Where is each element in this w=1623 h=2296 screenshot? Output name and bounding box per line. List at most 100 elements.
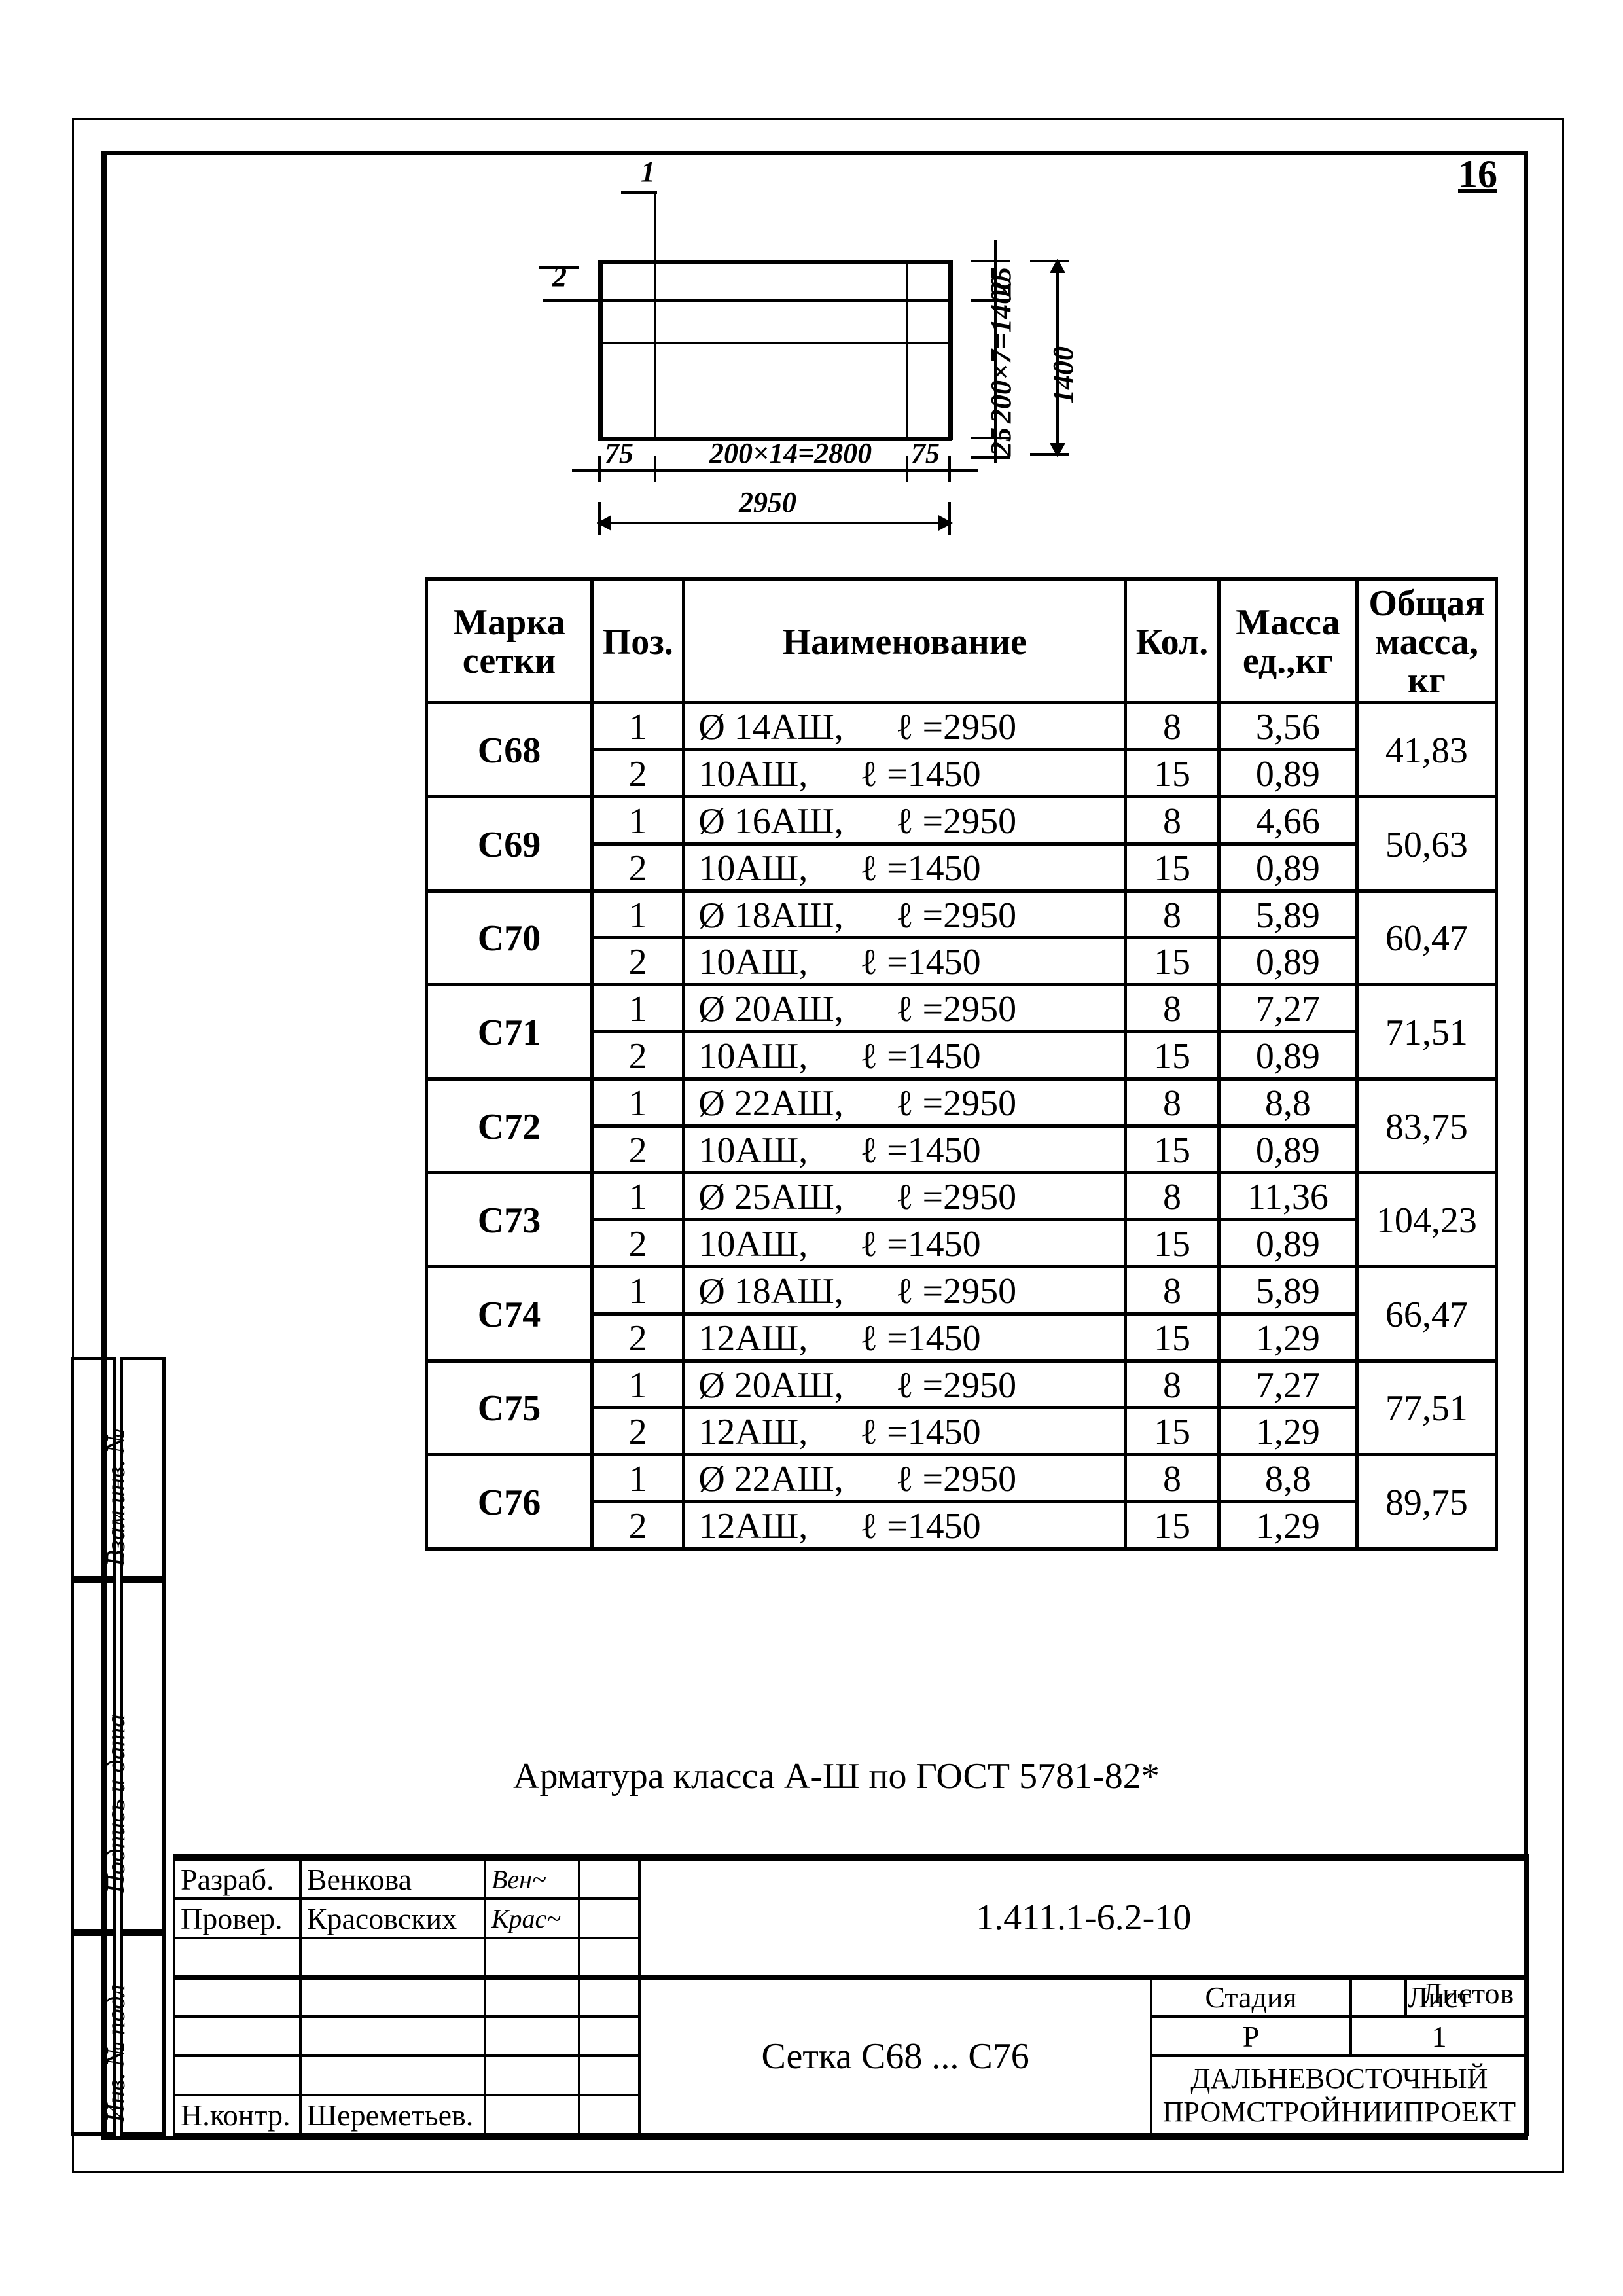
cell-kol: 15 <box>1126 750 1219 797</box>
cell-mass-unit: 8,8 <box>1219 1455 1357 1502</box>
doc-code: 1.411.1-6.2-10 <box>639 1859 1527 1977</box>
side-inv: Инв. № подл <box>100 1984 131 2123</box>
diagram-bar1-label: 1 <box>641 155 655 188</box>
sheets-value: 1 <box>1351 2017 1527 2056</box>
cell-kol: 15 <box>1126 938 1219 985</box>
cell-mass-unit: 11,36 <box>1219 1173 1357 1220</box>
cell-mass-unit: 5,89 <box>1219 1266 1357 1314</box>
cell-mark: C70 <box>427 891 592 985</box>
table-row: C681Ø 14АШ,ℓ =295083,5641,83 <box>427 703 1497 750</box>
th-kol: Кол. <box>1126 579 1219 703</box>
cell-mass-unit: 0,89 <box>1219 938 1357 985</box>
cell-mass-total: 41,83 <box>1357 703 1496 797</box>
cell-name: 10АШ,ℓ =1450 <box>684 938 1126 985</box>
razrab-sign: Вен~ <box>485 1859 579 1899</box>
cell-pos: 1 <box>592 1455 684 1502</box>
table-row: C761Ø 22АШ,ℓ =295088,889,75 <box>427 1455 1497 1502</box>
cell-name: Ø 20АШ,ℓ =2950 <box>684 1361 1126 1408</box>
table-row: C701Ø 18АШ,ℓ =295085,8960,47 <box>427 891 1497 938</box>
title-block: Разраб. Венкова Вен~ 1.411.1-6.2-10 Пров… <box>173 1854 1529 2136</box>
cell-pos: 1 <box>592 703 684 750</box>
cell-pos: 2 <box>592 1126 684 1173</box>
cell-mass-unit: 0,89 <box>1219 1126 1357 1173</box>
cell-pos: 1 <box>592 1266 684 1314</box>
side-sign: Подпись и дата <box>100 1714 131 1893</box>
cell-name: 10АШ,ℓ =1450 <box>684 1220 1126 1267</box>
cell-mass-unit: 1,29 <box>1219 1408 1357 1455</box>
rebar-note: Арматура класса А-Ш по ГОСТ 5781-82* <box>513 1755 1160 1797</box>
cell-mass-unit: 7,27 <box>1219 985 1357 1032</box>
cell-kol: 15 <box>1126 844 1219 891</box>
cell-kol: 15 <box>1126 1408 1219 1455</box>
cell-mass-unit: 4,66 <box>1219 797 1357 844</box>
razrab-role: Разраб. <box>174 1859 300 1899</box>
cell-mark: C75 <box>427 1361 592 1455</box>
cell-pos: 2 <box>592 1501 684 1549</box>
cell-mark: C69 <box>427 797 592 891</box>
cell-mass-unit: 0,89 <box>1219 750 1357 797</box>
cell-name: 12АШ,ℓ =1450 <box>684 1408 1126 1455</box>
cell-kol: 15 <box>1126 1031 1219 1079</box>
cell-name: 10АШ,ℓ =1450 <box>684 1031 1126 1079</box>
cell-pos: 1 <box>592 1079 684 1126</box>
cell-name: Ø 25АШ,ℓ =2950 <box>684 1173 1126 1220</box>
table-row: C731Ø 25АШ,ℓ =2950811,36104,23 <box>427 1173 1497 1220</box>
stage-header: Стадия <box>1151 1977 1351 2017</box>
org-name: ДАЛЬНЕВОСТОЧНЫЙПРОМСТРОЙНИИПРОЕКТ <box>1151 2056 1527 2134</box>
cell-mass-unit: 0,89 <box>1219 1031 1357 1079</box>
cell-pos: 1 <box>592 891 684 938</box>
cell-mass-unit: 3,56 <box>1219 703 1357 750</box>
drawing-frame: 16 1 2 75 200×14=2800 75 2950 <box>101 151 1528 2140</box>
diagram-bar2-label: 2 <box>552 260 567 293</box>
cell-mass-total: 60,47 <box>1357 891 1496 985</box>
th-mt: Общаямасса,кг <box>1357 579 1496 703</box>
cell-mass-total: 104,23 <box>1357 1173 1496 1267</box>
cell-mass-total: 71,51 <box>1357 985 1496 1079</box>
th-mu: Массаед.,кг <box>1219 579 1357 703</box>
cell-kol: 8 <box>1126 1266 1219 1314</box>
diagram-left75: 75 <box>605 437 633 470</box>
cell-kol: 15 <box>1126 1126 1219 1173</box>
cell-mass-total: 77,51 <box>1357 1361 1496 1455</box>
cell-name: 10АШ,ℓ =1450 <box>684 750 1126 797</box>
diagram-200x14: 200×14=2800 <box>709 437 872 470</box>
cell-kol: 8 <box>1126 891 1219 938</box>
cell-name: 10АШ,ℓ =1450 <box>684 1126 1126 1173</box>
binding-margin: Инв. № подл Подпись и дата Взам.инв. № <box>71 1357 169 2136</box>
cell-pos: 1 <box>592 797 684 844</box>
empty-role1 <box>174 1938 300 1977</box>
cell-kol: 8 <box>1126 1361 1219 1408</box>
table-row: C751Ø 20АШ,ℓ =295087,2777,51 <box>427 1361 1497 1408</box>
cell-name: Ø 22АШ,ℓ =2950 <box>684 1455 1126 1502</box>
cell-kol: 8 <box>1126 1455 1219 1502</box>
stage-value: Р <box>1151 2017 1351 2056</box>
cell-mass-total: 50,63 <box>1357 797 1496 891</box>
cell-pos: 2 <box>592 844 684 891</box>
cell-mark: C74 <box>427 1266 592 1361</box>
cell-mark: C73 <box>427 1173 592 1267</box>
razrab-date <box>579 1859 640 1899</box>
cell-kol: 8 <box>1126 703 1219 750</box>
cell-name: Ø 22АШ,ℓ =2950 <box>684 1079 1126 1126</box>
cell-name: Ø 20АШ,ℓ =2950 <box>684 985 1126 1032</box>
diagram-200x7: 200×7=1400 <box>984 276 1018 423</box>
cell-kol: 8 <box>1126 1079 1219 1126</box>
th-pos: Поз. <box>592 579 684 703</box>
cell-mass-total: 83,75 <box>1357 1079 1496 1173</box>
cell-mass-total: 66,47 <box>1357 1266 1496 1361</box>
cell-pos: 2 <box>592 750 684 797</box>
cell-pos: 2 <box>592 1314 684 1361</box>
cell-name: 12АШ,ℓ =1450 <box>684 1314 1126 1361</box>
cell-name: Ø 18АШ,ℓ =2950 <box>684 1266 1126 1314</box>
cell-kol: 8 <box>1126 1173 1219 1220</box>
razrab-name: Венкова <box>300 1859 485 1899</box>
cell-mass-total: 89,75 <box>1357 1455 1496 1549</box>
sheets-header: Листов <box>1404 1976 1529 2015</box>
mesh-diagram: 1 2 75 200×14=2800 75 2950 25 200×7=1400… <box>513 194 1168 561</box>
cell-kol: 15 <box>1126 1220 1219 1267</box>
doc-title: Сетка C68 ... C76 <box>639 1977 1150 2134</box>
cell-mass-unit: 1,29 <box>1219 1501 1357 1549</box>
prover-date <box>579 1899 640 1938</box>
table-row: C711Ø 20АШ,ℓ =295087,2771,51 <box>427 985 1497 1032</box>
cell-name: 10АШ,ℓ =1450 <box>684 844 1126 891</box>
